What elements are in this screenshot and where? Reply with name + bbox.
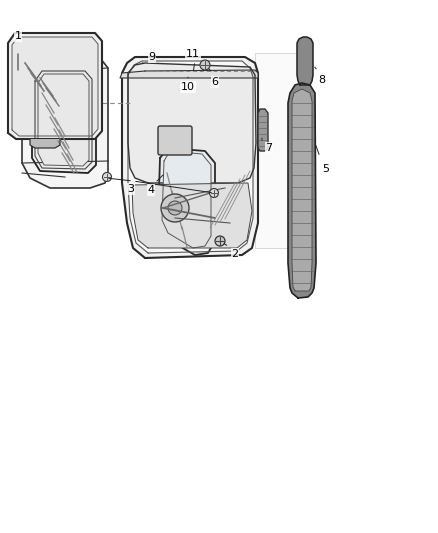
Polygon shape	[297, 37, 313, 85]
Bar	[255, 53, 305, 248]
Text: 8: 8	[318, 75, 325, 85]
Circle shape	[168, 201, 182, 215]
Text: 9: 9	[148, 52, 155, 62]
Text: 6: 6	[212, 77, 219, 87]
Polygon shape	[258, 109, 268, 151]
FancyBboxPatch shape	[158, 126, 192, 155]
Polygon shape	[292, 89, 312, 291]
Circle shape	[161, 194, 189, 222]
Text: 11: 11	[186, 49, 200, 59]
Polygon shape	[22, 55, 108, 188]
Circle shape	[215, 236, 225, 246]
Polygon shape	[132, 183, 252, 248]
Circle shape	[209, 189, 219, 198]
Text: 7: 7	[265, 143, 272, 153]
Text: 10: 10	[181, 82, 195, 92]
Text: 1: 1	[14, 31, 21, 41]
Polygon shape	[162, 151, 211, 248]
Polygon shape	[8, 33, 102, 139]
Text: 5: 5	[322, 164, 329, 174]
Polygon shape	[122, 57, 258, 258]
Text: 4: 4	[148, 185, 155, 195]
Circle shape	[200, 60, 210, 70]
Text: 3: 3	[127, 184, 134, 194]
Polygon shape	[158, 148, 215, 255]
Polygon shape	[12, 37, 98, 136]
Text: 2: 2	[231, 249, 239, 259]
Polygon shape	[32, 68, 96, 173]
Polygon shape	[128, 61, 253, 253]
Polygon shape	[38, 74, 89, 166]
Circle shape	[102, 173, 112, 182]
Polygon shape	[30, 139, 60, 148]
Polygon shape	[120, 70, 258, 78]
Polygon shape	[288, 83, 316, 298]
Polygon shape	[128, 63, 256, 183]
